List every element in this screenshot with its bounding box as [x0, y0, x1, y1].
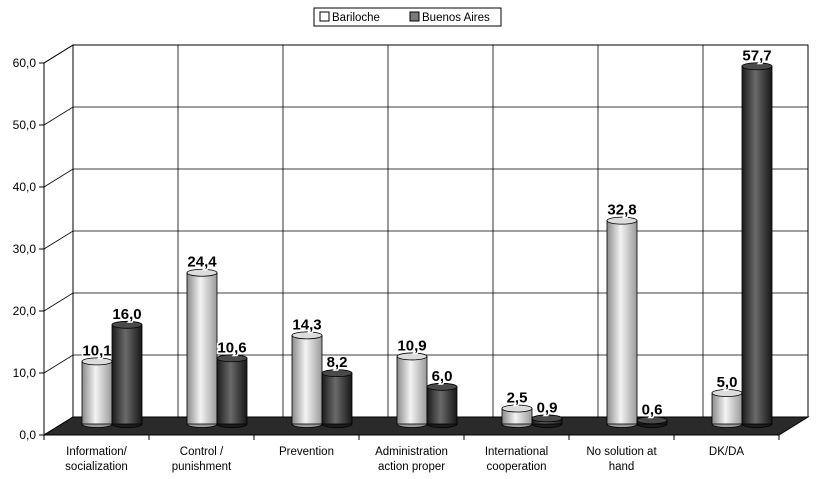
bar-buenos-aires — [111, 320, 143, 428]
x-tick-label: No solution at hand — [586, 446, 657, 473]
bar-body — [186, 272, 218, 425]
x-tick-label: DK/DA — [709, 446, 744, 458]
x-tick-label: Control / punishment — [172, 446, 232, 473]
x-tick-label-line: Administration — [375, 446, 448, 458]
legend-swatch-buenos-aires — [409, 11, 420, 22]
x-tick-label-line: action proper — [378, 461, 445, 473]
data-label: 24,4 — [187, 254, 217, 271]
bar-bariloche — [711, 389, 743, 428]
gridline — [43, 168, 808, 188]
data-label: 10,1 — [82, 342, 111, 359]
bar-body — [606, 220, 638, 425]
x-tick-label-line: Prevention — [279, 446, 334, 458]
y-tick-label: 30,0 — [13, 242, 37, 256]
legend-frame — [313, 7, 502, 27]
legend-label-bariloche: Bariloche — [332, 12, 380, 24]
bar-body — [216, 357, 248, 425]
bar-top — [606, 216, 638, 225]
data-label: 0,6 — [642, 401, 663, 418]
bar-top — [111, 320, 143, 329]
x-tick-label-line: hand — [609, 461, 635, 473]
data-label: 5,0 — [717, 374, 738, 391]
x-tick-label-line: No solution at — [586, 446, 657, 458]
x-tick-label-line: International — [485, 446, 548, 458]
x-tick-label-line: Information/ — [66, 446, 128, 458]
y-tick-label: 20,0 — [13, 304, 37, 318]
data-label: 2,5 — [507, 390, 528, 407]
bar-bariloche — [396, 352, 428, 428]
bar-top — [636, 416, 668, 425]
data-label: 6,0 — [432, 368, 453, 385]
bar-top — [321, 369, 353, 378]
legend-swatch-bariloche — [319, 11, 330, 22]
bar-body — [291, 334, 323, 425]
gridline — [43, 106, 808, 126]
plot-area: 0,0 10,0 20,0 30,0 40,0 50,0 60,0 10,1 16,0 Infor… — [13, 44, 810, 473]
bar-top — [741, 62, 773, 71]
gridline — [43, 44, 808, 64]
bar-bariloche — [501, 404, 533, 428]
bar-body — [321, 372, 353, 425]
bar-body — [741, 65, 773, 425]
data-label: 57,7 — [742, 47, 771, 64]
bar-bariloche — [291, 331, 323, 428]
bar-bariloche — [186, 268, 218, 428]
bar-body — [711, 392, 743, 425]
bar-body — [426, 386, 458, 425]
data-label: 10,6 — [217, 339, 246, 356]
bar-body — [81, 360, 113, 425]
x-tick-label-line: socialization — [65, 461, 128, 473]
data-label: 10,9 — [397, 337, 426, 354]
bar-buenos-aires — [426, 382, 458, 428]
bar-top — [426, 382, 458, 391]
data-label: 32,8 — [607, 202, 636, 219]
data-label: 8,2 — [327, 354, 348, 371]
y-tick-label: 60,0 — [13, 56, 37, 70]
bar-top — [291, 331, 323, 340]
gridline — [43, 292, 808, 312]
bar-bariloche — [606, 216, 638, 428]
x-tick-label: Administration action proper — [375, 446, 448, 473]
bar-top — [396, 352, 428, 361]
bar-body — [396, 356, 428, 425]
y-tick-label: 40,0 — [13, 180, 37, 194]
x-tick-label: International cooperation — [485, 446, 548, 473]
bar-top — [531, 414, 563, 423]
legend: Bariloche Buenos Aires — [313, 7, 502, 27]
bar-bariloche — [81, 357, 113, 428]
bar-buenos-aires — [531, 414, 563, 428]
data-label: 0,9 — [537, 399, 558, 416]
gridline — [43, 354, 808, 374]
bar-top — [216, 354, 248, 363]
bar-buenos-aires — [321, 369, 353, 428]
x-tick-label: Information/socialization — [65, 446, 128, 473]
bar-body — [111, 324, 143, 425]
x-tick-label: Prevention — [279, 446, 334, 458]
bar-top — [501, 404, 533, 413]
y-tick-label: 10,0 — [13, 366, 37, 380]
bar-top — [186, 268, 218, 277]
y-tick-label: 0,0 — [19, 428, 36, 442]
x-tick-label-line: DK/DA — [709, 446, 744, 458]
bar-buenos-aires — [636, 416, 668, 428]
x-tick-label-line: punishment — [172, 461, 232, 473]
y-tick-label: 50,0 — [13, 118, 37, 132]
x-tick-label-line: cooperation — [486, 461, 546, 473]
legend-label-buenos-aires: Buenos Aires — [422, 12, 490, 24]
gridline — [43, 230, 808, 250]
x-tick-label-line: Control / — [180, 446, 224, 458]
data-label: 14,3 — [292, 316, 321, 333]
data-label: 16,0 — [112, 306, 141, 323]
bar-buenos-aires — [216, 354, 248, 428]
bar-buenos-aires — [741, 62, 773, 428]
